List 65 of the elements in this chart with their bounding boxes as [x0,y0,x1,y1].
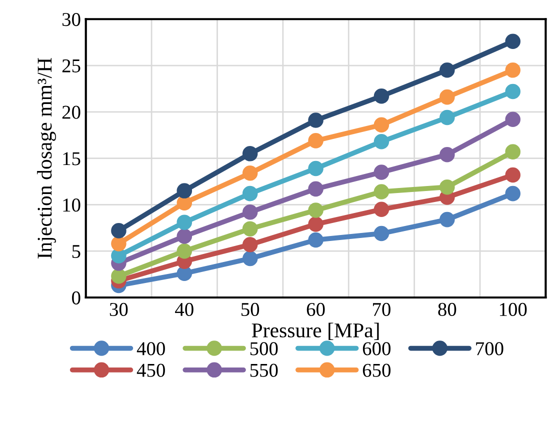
point [505,167,520,183]
x-tick-label: 50 [242,302,260,316]
legend-label: 450 [136,364,165,377]
legend-label: 400 [136,342,165,356]
point [440,146,455,162]
y-tick-label: 15 [63,152,80,166]
point [440,179,455,195]
point [242,236,258,252]
point [505,144,520,160]
y-tick-label: 30 [62,12,80,26]
point [505,34,520,50]
legend-label: 650 [362,364,391,377]
x-tick-label: 40 [175,302,194,316]
point [374,134,390,150]
point [308,202,324,218]
point [308,216,324,232]
point [111,268,126,284]
point [374,88,390,104]
point [374,226,390,242]
point [440,110,455,126]
point [242,250,258,266]
point [176,243,192,259]
x-axis-title: Pressure [MPa] [252,322,379,340]
legend-label: 550 [250,364,278,377]
point [374,202,390,217]
point [242,166,258,181]
point [176,183,192,198]
point [242,204,258,220]
point [176,214,192,230]
y-axis-title: Injection dosage mm³/H [37,58,56,258]
legend-label: 600 [362,342,391,356]
point [111,236,126,252]
point [440,62,455,78]
point [374,117,390,133]
point [176,228,192,244]
y-tick-label: 5 [72,245,80,258]
point [111,223,126,238]
legend-label: 500 [250,342,278,356]
x-tick-label: 60 [306,302,325,316]
x-tick-label: 70 [373,302,390,316]
point [374,164,390,180]
point [111,248,126,264]
point [505,62,520,78]
point [440,89,455,105]
point [242,186,258,202]
point [308,232,324,248]
point [242,146,258,162]
point [440,212,455,228]
y-tick-label: 0 [72,291,80,304]
point [308,112,324,128]
point [308,181,324,197]
point [308,133,324,148]
legend-label: 700 [476,342,504,356]
point [505,84,520,100]
y-tick-label: 25 [62,59,80,72]
x-tick-label: 80 [438,302,456,316]
y-tick-label: 10 [63,198,80,212]
x-tick-label: 30 [110,302,128,316]
point [242,221,258,236]
point [374,184,390,200]
point [505,186,520,202]
y-tick-label: 20 [62,106,80,119]
x-tick-label: 100 [500,302,527,316]
point [308,160,324,176]
point [505,112,520,127]
